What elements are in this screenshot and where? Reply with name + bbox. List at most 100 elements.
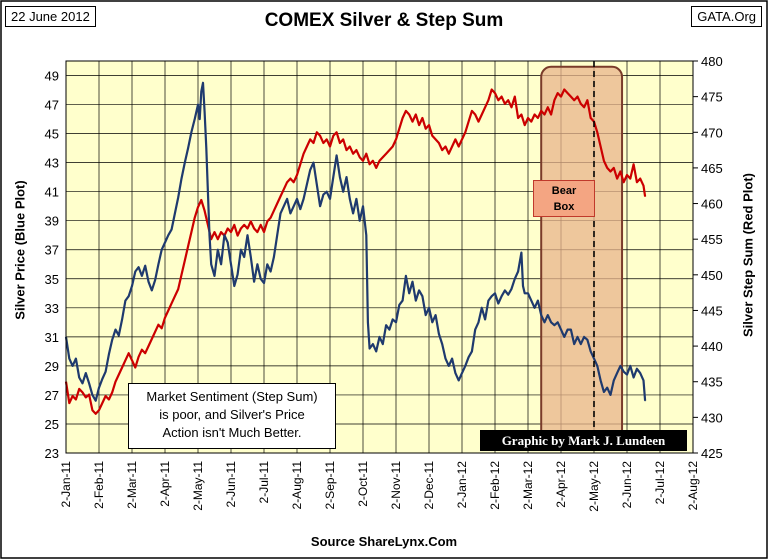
- x-tick-label: 2-May-11: [191, 461, 205, 511]
- silver-series-point: [362, 205, 364, 207]
- stepsum-series-point: [520, 113, 523, 116]
- silver-series-point: [319, 205, 321, 207]
- silver-series-point: [312, 162, 315, 164]
- silver-series-point: [286, 198, 288, 200]
- silver-series-point: [596, 365, 598, 367]
- x-tick-label: 2-Jul-11: [257, 461, 271, 504]
- stepsum-series-point: [639, 178, 641, 180]
- stepsum-series-point: [286, 181, 288, 183]
- silver-series-point: [438, 333, 440, 335]
- silver-series-point: [184, 162, 186, 164]
- silver-series-point: [619, 365, 622, 367]
- silver-series-point: [246, 234, 249, 236]
- silver-series-point: [134, 270, 136, 273]
- silver-series-point: [547, 314, 549, 316]
- stepsum-series-point: [283, 188, 285, 190]
- silver-series-point: [128, 295, 130, 297]
- silver-series-point: [550, 321, 552, 323]
- silver-series-point: [78, 376, 80, 379]
- silver-series-point: [540, 314, 542, 316]
- silver-series-point: [474, 329, 476, 331]
- silver-series-point: [580, 343, 582, 345]
- silver-series-point: [369, 347, 371, 350]
- silver-series-point: [118, 334, 120, 336]
- x-tick-label: 2-Mar-12: [521, 461, 535, 510]
- silver-series-point: [468, 356, 470, 358]
- silver-series-point: [336, 154, 338, 156]
- silver-series-point: [250, 256, 252, 258]
- right-tick-label: 465: [701, 161, 723, 176]
- silver-series-point: [124, 300, 126, 302]
- silver-series-point: [629, 365, 631, 367]
- silver-series-point: [210, 263, 212, 265]
- stepsum-series-point: [230, 231, 232, 233]
- x-tick-label: 2-Mar-11: [125, 461, 139, 509]
- stepsum-series-point: [388, 149, 390, 151]
- stepsum-series-point: [200, 199, 202, 201]
- stepsum-series-point: [339, 142, 341, 144]
- silver-series-point: [583, 336, 585, 338]
- silver-series-point: [408, 292, 410, 294]
- silver-series-point: [534, 307, 536, 309]
- stepsum-series-point: [256, 231, 258, 233]
- silver-series-point: [187, 147, 189, 149]
- silver-series-point: [190, 131, 192, 133]
- silver-series-point: [497, 302, 499, 305]
- x-tick-label: 2-Feb-11: [92, 461, 106, 509]
- silver-series-point: [378, 336, 381, 338]
- credit-label: Graphic by Mark J. Lundeen: [480, 430, 687, 451]
- silver-series-point: [448, 365, 450, 367]
- silver-series-point: [263, 282, 265, 284]
- silver-series-point: [415, 300, 417, 302]
- silver-series-point: [95, 400, 97, 402]
- stepsum-series-point: [157, 324, 159, 326]
- stepsum-series-point: [372, 160, 374, 162]
- stepsum-series-point: [378, 160, 381, 162]
- stepsum-series-point: [428, 124, 430, 126]
- stepsum-series-point: [514, 96, 516, 98]
- stepsum-series-point: [124, 359, 126, 361]
- stepsum-series-point: [464, 131, 466, 133]
- right-tick-label: 445: [701, 303, 723, 318]
- right-axis-title: Silver Step Sum (Red Plot): [740, 173, 756, 337]
- stepsum-series-point: [359, 156, 361, 158]
- silver-series-point: [167, 234, 169, 236]
- x-tick-label: 2-May-12: [587, 461, 601, 512]
- stepsum-series-point: [144, 352, 146, 354]
- stepsum-series-point: [88, 394, 90, 396]
- x-tick-label: 2-Sep-11: [323, 461, 337, 510]
- stepsum-series-point: [332, 135, 334, 137]
- stepsum-series-point: [606, 167, 608, 169]
- silver-series-point: [180, 178, 183, 180]
- x-tick-label: 2-Aug-11: [290, 461, 304, 510]
- stepsum-series-point: [633, 163, 635, 165]
- stepsum-series-point: [184, 260, 186, 262]
- silver-series-point: [576, 336, 579, 338]
- stepsum-series-point: [78, 388, 80, 390]
- silver-series-point: [425, 314, 427, 316]
- stepsum-series-point: [194, 217, 196, 219]
- bear-box-label-line-2: Box: [553, 201, 575, 213]
- silver-series-point: [636, 368, 638, 370]
- stepsum-series-point: [296, 174, 298, 176]
- stepsum-series-point: [415, 113, 417, 116]
- stepsum-series-point: [227, 227, 229, 230]
- stepsum-series-point: [441, 149, 443, 151]
- silver-series-point: [375, 350, 377, 352]
- silver-series-point: [157, 263, 159, 265]
- stepsum-series-point: [217, 238, 219, 240]
- silver-series-point: [105, 371, 107, 373]
- left-tick-label: 29: [45, 359, 59, 374]
- silver-series-point: [626, 374, 628, 376]
- silver-series-point: [326, 191, 328, 193]
- stepsum-series-point: [560, 96, 562, 98]
- silver-series-point: [144, 265, 146, 267]
- silver-series-point: [293, 205, 295, 207]
- stepsum-series-point: [147, 345, 150, 347]
- silver-series-point: [530, 300, 532, 302]
- stepsum-series-point: [171, 302, 173, 304]
- stepsum-series-point: [590, 117, 592, 119]
- stepsum-series-point: [105, 395, 107, 397]
- silver-series-point: [586, 339, 589, 341]
- stepsum-series-point: [534, 113, 536, 116]
